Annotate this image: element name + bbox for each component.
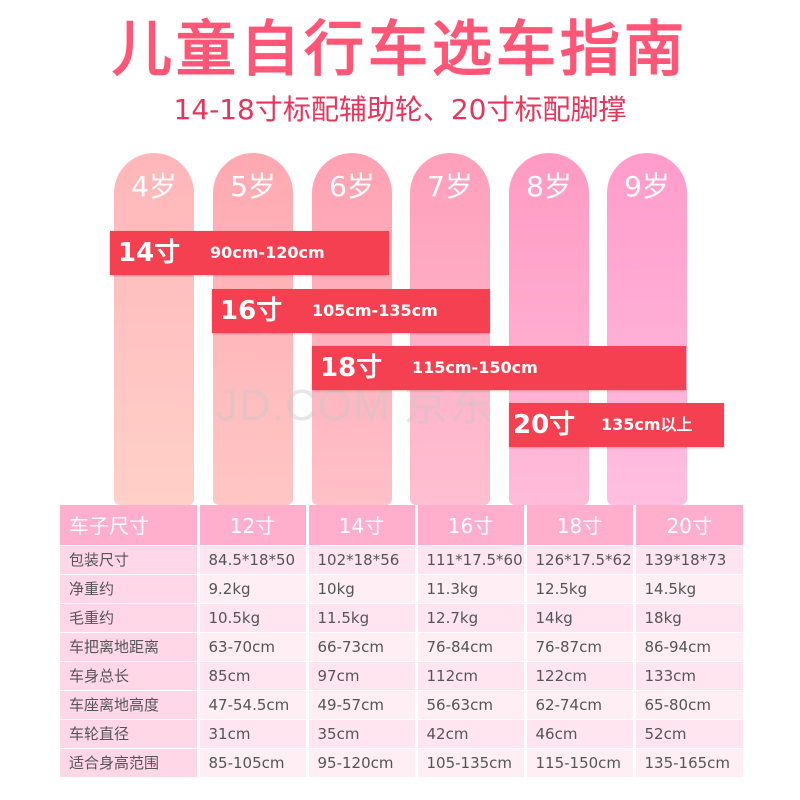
size-inch-label: 18寸: [320, 353, 383, 383]
table-cell: 112cm: [414, 660, 525, 690]
table-cell: 126*17.5*62.5: [523, 544, 634, 574]
spec-table: 车子尺寸 12寸 14寸 16寸 18寸 20寸 包装尺寸 84.5*18*50…: [60, 505, 743, 777]
table-cell: 56-63cm: [414, 689, 525, 719]
table-cell: 10kg: [305, 573, 416, 603]
row-label: 净重约: [60, 573, 198, 603]
column-header: 14寸: [305, 505, 416, 545]
table-cell: 85cm: [196, 660, 307, 690]
table-cell: 85-105cm: [196, 747, 307, 777]
age-label: 7岁: [427, 170, 473, 203]
height-range-label: 115cm-150cm: [412, 358, 538, 377]
age-label: 8岁: [526, 170, 572, 203]
row-label: 车把离地距离: [60, 631, 198, 661]
table-row: 车身总长 85cm 97cm 112cm 122cm 133cm: [60, 660, 743, 690]
table-row: 车轮直径 31cm 35cm 42cm 46cm 52cm: [60, 718, 743, 748]
size-inch-label: 14寸: [118, 238, 181, 268]
table-cell: 52cm: [632, 718, 743, 748]
age-label: 6岁: [329, 170, 375, 203]
row-label: 车座离地高度: [60, 689, 198, 719]
table-cell: 14kg: [523, 602, 634, 632]
table-row: 净重约 9.2kg 10kg 11.3kg 12.5kg 14.5kg: [60, 573, 743, 603]
size-inch-label: 20寸: [513, 410, 576, 440]
table-cell: 66-73cm: [305, 631, 416, 661]
size-bar-14: 14寸 90cm-120cm: [110, 231, 389, 275]
table-cell: 65-80cm: [632, 689, 743, 719]
table-cell: 102*18*56: [305, 544, 416, 574]
table-cell: 133cm: [632, 660, 743, 690]
age-column-9: 9岁: [607, 153, 687, 505]
table-cell: 18kg: [632, 602, 743, 632]
row-label: 包装尺寸: [60, 544, 198, 574]
age-column-4: 4岁: [114, 153, 194, 505]
table-cell: 11.3kg: [414, 573, 525, 603]
table-cell: 9.2kg: [196, 573, 307, 603]
table-row: 车把离地距离 63-70cm 66-73cm 76-84cm 76-87cm 8…: [60, 631, 743, 661]
size-bar-20: 20寸 135cm以上: [509, 403, 724, 447]
table-cell: 97cm: [305, 660, 416, 690]
table-cell: 76-87cm: [523, 631, 634, 661]
table-cell: 49-57cm: [305, 689, 416, 719]
table-cell: 95-120cm: [305, 747, 416, 777]
row-label: 毛重约: [60, 602, 198, 632]
row-label: 车轮直径: [60, 718, 198, 748]
table-cell: 47-54.5cm: [196, 689, 307, 719]
column-header: 16寸: [414, 505, 525, 545]
size-inch-label: 16寸: [220, 296, 283, 326]
table-cell: 12.5kg: [523, 573, 634, 603]
size-bar-16: 16寸 105cm-135cm: [212, 289, 490, 333]
table-row: 毛重约 10.5kg 11.5kg 12.7kg 14kg 18kg: [60, 602, 743, 632]
table-cell: 35cm: [305, 718, 416, 748]
age-label: 4岁: [131, 170, 177, 203]
table-cell: 76-84cm: [414, 631, 525, 661]
table-cell: 115-150cm: [523, 747, 634, 777]
table-cell: 14.5kg: [632, 573, 743, 603]
row-label: 适合身高范围: [60, 747, 198, 777]
table-cell: 42cm: [414, 718, 525, 748]
height-range-label: 105cm-135cm: [312, 301, 438, 320]
age-column-8: 8岁: [509, 153, 589, 505]
table-cell: 139*18*73: [632, 544, 743, 574]
table-cell: 135-165cm: [632, 747, 743, 777]
table-cell: 46cm: [523, 718, 634, 748]
table-cell: 62-74cm: [523, 689, 634, 719]
height-range-label: 90cm-120cm: [210, 243, 325, 262]
table-header-row: 车子尺寸 12寸 14寸 16寸 18寸 20寸: [60, 505, 743, 545]
size-bar-18: 18寸 115cm-150cm: [312, 346, 686, 390]
table-cell: 31cm: [196, 718, 307, 748]
table-cell: 105-135cm: [414, 747, 525, 777]
table-row: 适合身高范围 85-105cm 95-120cm 105-135cm 115-1…: [60, 747, 743, 777]
age-label: 9岁: [624, 170, 670, 203]
table-cell: 63-70cm: [196, 631, 307, 661]
table-cell: 84.5*18*50: [196, 544, 307, 574]
page-subtitle: 14-18寸标配辅助轮、20寸标配脚撑: [173, 93, 627, 126]
row-label: 车身总长: [60, 660, 198, 690]
column-header: 18寸: [523, 505, 634, 545]
table-cell: 11.5kg: [305, 602, 416, 632]
table-row: 车座离地高度 47-54.5cm 49-57cm 56-63cm 62-74cm…: [60, 689, 743, 719]
column-header: 20寸: [632, 505, 743, 545]
table-cell: 111*17.5*60: [414, 544, 525, 574]
age-label: 5岁: [230, 170, 276, 203]
page-title: 儿童自行车选车指南: [112, 15, 688, 85]
table-cell: 12.7kg: [414, 602, 525, 632]
column-header: 12寸: [196, 505, 307, 545]
height-range-label: 135cm以上: [601, 415, 693, 434]
table-cell: 122cm: [523, 660, 634, 690]
table-cell: 10.5kg: [196, 602, 307, 632]
column-header: 车子尺寸: [60, 505, 198, 545]
table-cell: 86-94cm: [632, 631, 743, 661]
table-row: 包装尺寸 84.5*18*50 102*18*56 111*17.5*60 12…: [60, 544, 743, 574]
